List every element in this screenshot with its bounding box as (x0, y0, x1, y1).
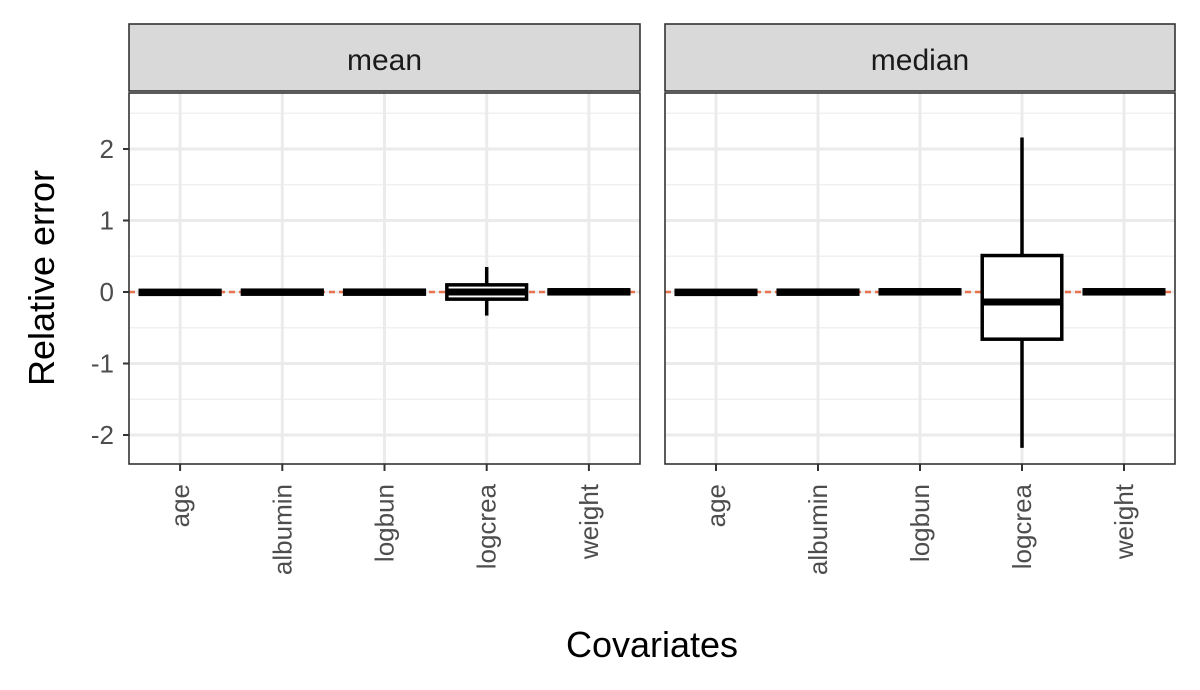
y-tick-label: 0 (100, 277, 114, 307)
x-tick-label: age (165, 484, 195, 527)
x-tick-label: albumin (267, 484, 297, 575)
x-tick-label: weight (574, 483, 604, 560)
chart-panels: mean age albumin logbun logcrea weight median a… (128, 23, 1176, 575)
y-tick-label: -2 (91, 420, 114, 450)
x-tick-label: logbun (370, 484, 400, 562)
strip-background (128, 23, 641, 92)
x-axis-title: Covariates (566, 624, 738, 665)
boxplot-logbun (878, 288, 962, 296)
strip-background (664, 23, 1176, 92)
strip-label: mean (347, 44, 422, 77)
y-axis-title: Relative error (21, 170, 62, 386)
boxplot-albumin (776, 288, 860, 296)
panel-mean: mean age albumin logbun logcrea weight (128, 23, 641, 575)
y-tick-label: 2 (100, 134, 114, 164)
x-tick-label: logcrea (472, 483, 502, 569)
y-tick-label: 1 (100, 206, 114, 236)
boxplot-logcrea (980, 137, 1064, 448)
x-tick-label: weight (1109, 483, 1139, 560)
box (980, 253, 1064, 341)
boxplot-weight (1082, 288, 1166, 296)
x-tick-label: logbun (905, 484, 935, 562)
x-tick-label: age (701, 484, 731, 527)
x-tick-label: logcrea (1007, 483, 1037, 569)
boxplot-logcrea (445, 266, 529, 316)
boxplot-age (674, 288, 758, 297)
y-axis-ticks: -2 -1 0 1 2 (91, 134, 129, 450)
boxplot-age (138, 288, 222, 297)
boxplot-logbun (342, 288, 427, 296)
boxplot-weight (547, 288, 631, 296)
y-tick-label: -1 (91, 349, 114, 379)
panel-median: median age albumin logbun logcrea weight (664, 23, 1176, 575)
boxplot-albumin (240, 288, 324, 296)
strip-label: median (871, 44, 969, 77)
x-tick-label: albumin (803, 484, 833, 575)
